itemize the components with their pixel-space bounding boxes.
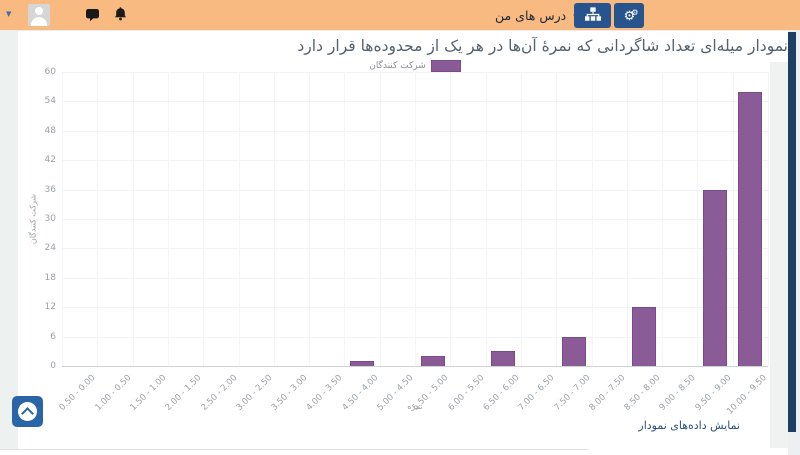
legend-swatch	[430, 60, 461, 72]
x-axis-line	[62, 366, 768, 367]
gridline-v	[732, 72, 734, 366]
gridline-v	[697, 72, 699, 366]
scrollbar-thumb[interactable]	[788, 32, 796, 432]
chevron-up-icon	[21, 406, 34, 420]
gridline-v	[62, 72, 63, 366]
gridline-v	[203, 72, 205, 366]
notifications-bell-icon[interactable]	[112, 6, 128, 22]
avatar[interactable]	[28, 4, 50, 26]
bar[interactable]	[703, 189, 728, 366]
back-to-top-button[interactable]	[12, 396, 43, 427]
bar[interactable]	[491, 351, 516, 366]
chart-title: نمودار میله‌ای تعداد شاگردانی که نمرهٔ آ…	[297, 37, 788, 55]
top-navbar: ▼ درس های من ▾	[0, 0, 800, 31]
gridline-v	[309, 72, 311, 366]
gridline-v	[626, 72, 628, 366]
y-tick-label: 18	[44, 272, 56, 283]
gridline-v	[520, 72, 522, 366]
gridline-v	[556, 72, 558, 366]
gridline-v	[97, 72, 99, 366]
gridline-v	[415, 72, 416, 366]
messages-icon[interactable]	[84, 7, 100, 23]
bar[interactable]	[420, 356, 445, 366]
gridline-v	[344, 72, 346, 366]
y-tick-label: 54	[44, 96, 56, 107]
gridline-v	[167, 72, 169, 366]
my-courses-dropdown[interactable]: درس های من ▾	[495, 0, 577, 30]
circle-shape	[18, 402, 37, 421]
x-axis-title: نمره	[407, 402, 423, 411]
right-rail	[770, 62, 788, 448]
gridline-v	[450, 72, 452, 366]
y-tick-label: 48	[44, 125, 56, 136]
y-tick-label: 30	[44, 214, 56, 224]
my-courses-label: درس های من	[495, 7, 567, 23]
gridline-v	[132, 72, 134, 366]
avatar-body-shape	[31, 17, 47, 26]
gridline-v	[662, 72, 664, 366]
show-chart-data-link[interactable]: نمایش داده‌های نمودار	[638, 419, 740, 432]
bar[interactable]	[738, 91, 763, 366]
sitemap-icon	[584, 6, 601, 25]
chart-legend[interactable]: شرکت کنندگان	[62, 60, 768, 72]
left-gutter	[0, 31, 18, 450]
y-tick-label: 60	[44, 67, 56, 77]
y-tick-label: 0	[50, 361, 56, 371]
preferences-button[interactable]: ⚙⚙	[614, 3, 644, 28]
course-structure-button[interactable]	[574, 3, 611, 28]
gears-icon: ⚙⚙	[623, 8, 639, 23]
y-tick-label: 24	[44, 243, 56, 254]
y-tick-label: 12	[44, 302, 56, 313]
y-tick-label: 42	[44, 155, 56, 166]
legend-label: شرکت کنندگان	[369, 61, 426, 71]
gridline-v	[768, 72, 769, 366]
bar[interactable]	[561, 336, 586, 366]
y-tick-label: 36	[44, 184, 56, 195]
avatar-head-shape	[35, 7, 43, 15]
gridline-v	[379, 72, 381, 366]
gridline-v	[591, 72, 593, 366]
divider	[0, 449, 588, 450]
gridline-v	[238, 72, 240, 366]
gridline-v	[485, 72, 487, 366]
y-tick-label: 6	[50, 331, 56, 342]
chevron-down-icon[interactable]: ▼	[6, 10, 12, 18]
bar[interactable]	[632, 307, 657, 366]
gridline-v	[273, 72, 275, 366]
y-axis-title: شرکت کنندگان	[28, 193, 38, 245]
bar[interactable]	[350, 361, 375, 366]
